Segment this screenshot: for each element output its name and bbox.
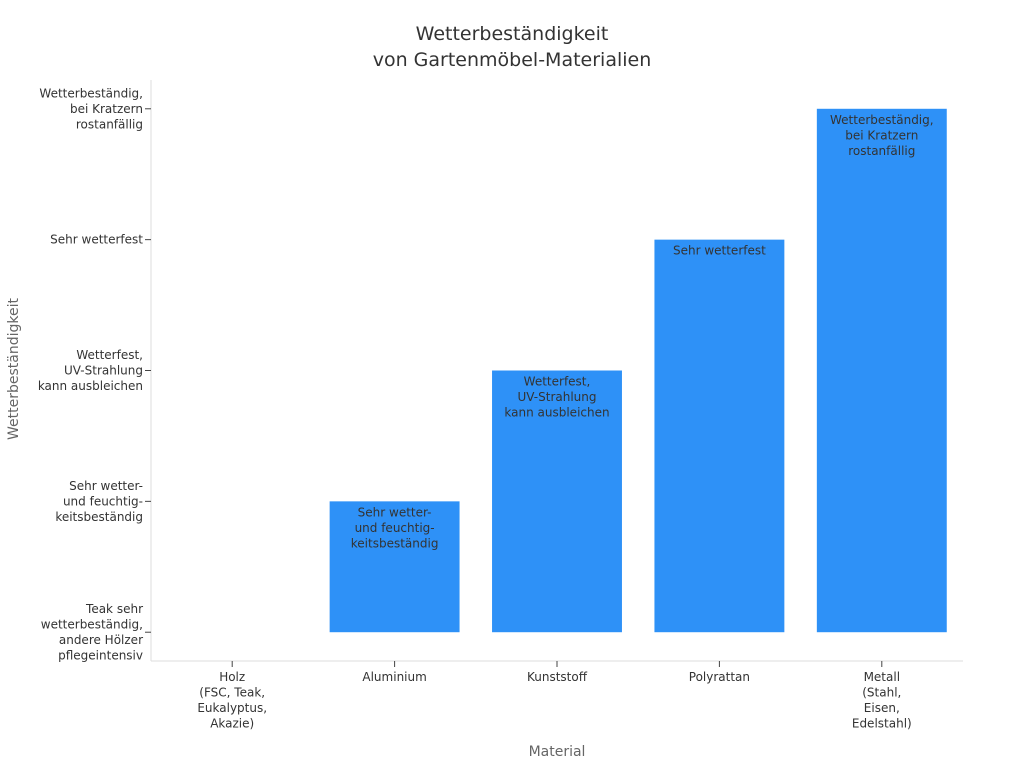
bar (654, 239, 785, 633)
y-tick-label: Teak sehr wetterbeständig, andere Hölzer pf… (41, 602, 143, 663)
x-tick-label: Metall (Stahl, Eisen, Edelstahl) (852, 670, 912, 731)
y-axis-title: Wetterbeständigkeit (6, 297, 22, 439)
y-tick-labels: Teak sehr wetterbeständig, andere Hölzer pf… (38, 86, 151, 662)
x-axis-title: Material (529, 744, 586, 760)
bar (816, 108, 947, 633)
y-tick-label: Sehr wetterfest (50, 233, 143, 247)
y-tick-label: Sehr wetter-und feuchtig-keitsbeständig (55, 479, 143, 524)
chart-title-line: Wetterbeständigkeit (416, 23, 609, 45)
bar (492, 370, 622, 633)
chart-title-line: von Gartenmöbel-Materialien (373, 49, 652, 71)
bar-value-label: Sehr wetter-und feuchtig-keitsbeständig (351, 505, 439, 550)
bar (329, 501, 460, 633)
x-tick-labels: Holz (FSC, Teak, Eukalyptus, Akazie) Alumini… (197, 661, 912, 731)
bar-value-label: Wetterbeständig, bei Kratzern rostanfällig (830, 113, 934, 158)
bar-value-label: Sehr wetterfest (673, 244, 766, 258)
bar-value-label: Wetterfest, UV-Strahlung kann ausbleichen (504, 375, 609, 420)
x-tick-label: Holz (FSC, Teak, Eukalyptus, Akazie) (197, 670, 267, 731)
chart-title: Wetterbeständigkeit von Gartenmöbel-Mater… (373, 23, 652, 71)
x-tick-label: Kunststoff (527, 670, 588, 684)
x-tick-label: Polyrattan (689, 670, 750, 684)
x-tick-label: Aluminium (362, 670, 426, 684)
bars (329, 108, 947, 633)
y-tick-label: Wetterbeständig, bei Kratzern rostanfällig (39, 86, 143, 131)
y-tick-label: Wetterfest, UV-Strahlung kann ausbleichen (38, 348, 143, 393)
bar-labels: Sehr wetter-und feuchtig-keitsbeständig W… (351, 113, 934, 551)
